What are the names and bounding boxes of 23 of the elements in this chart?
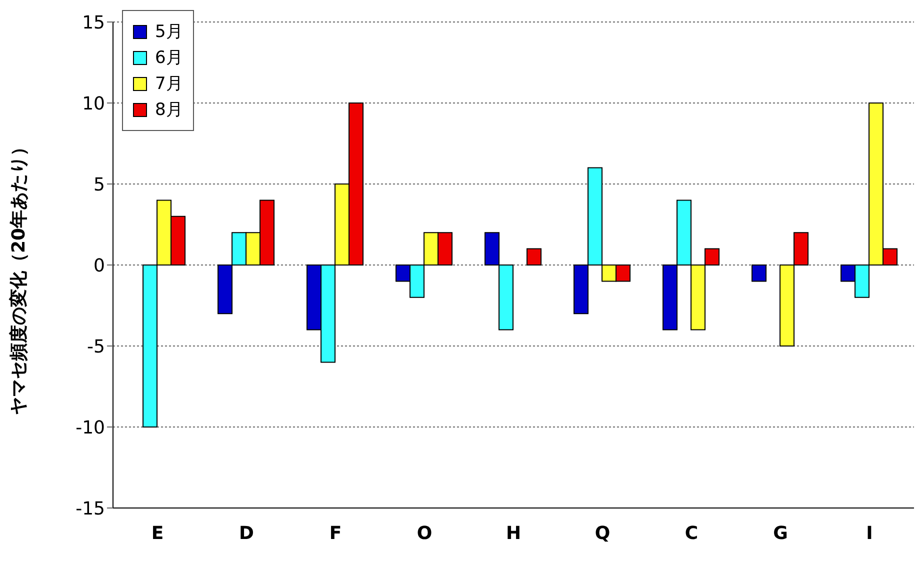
y-axis-title: ヤマセ頻度の変化（20年あたり） <box>8 138 30 415</box>
y-tick-label: 0 <box>94 255 105 276</box>
legend-label: 8月 <box>155 99 183 121</box>
y-tick-label: -10 <box>76 417 105 438</box>
y-tick-label: 10 <box>82 93 105 114</box>
bar <box>752 264 767 282</box>
bar <box>526 248 542 266</box>
x-tick-label: E <box>151 522 164 544</box>
y-tick-label: -5 <box>87 336 105 358</box>
y-tick-label: 15 <box>82 12 105 34</box>
x-tick-label: G <box>773 522 788 544</box>
y-tick-label: -15 <box>76 498 105 520</box>
legend-label: 6月 <box>155 47 183 69</box>
x-tick-label: D <box>239 522 254 544</box>
x-tick-label: F <box>329 522 342 544</box>
legend-label: 5月 <box>155 21 183 43</box>
x-tick-label: I <box>866 522 873 544</box>
x-tick-label: Q <box>594 522 610 544</box>
x-tick-label: C <box>684 522 698 544</box>
y-tick-label: 5 <box>94 174 105 196</box>
x-tick-label: H <box>506 522 522 544</box>
legend-label: 7月 <box>155 73 183 95</box>
x-tick-label: O <box>416 522 432 544</box>
